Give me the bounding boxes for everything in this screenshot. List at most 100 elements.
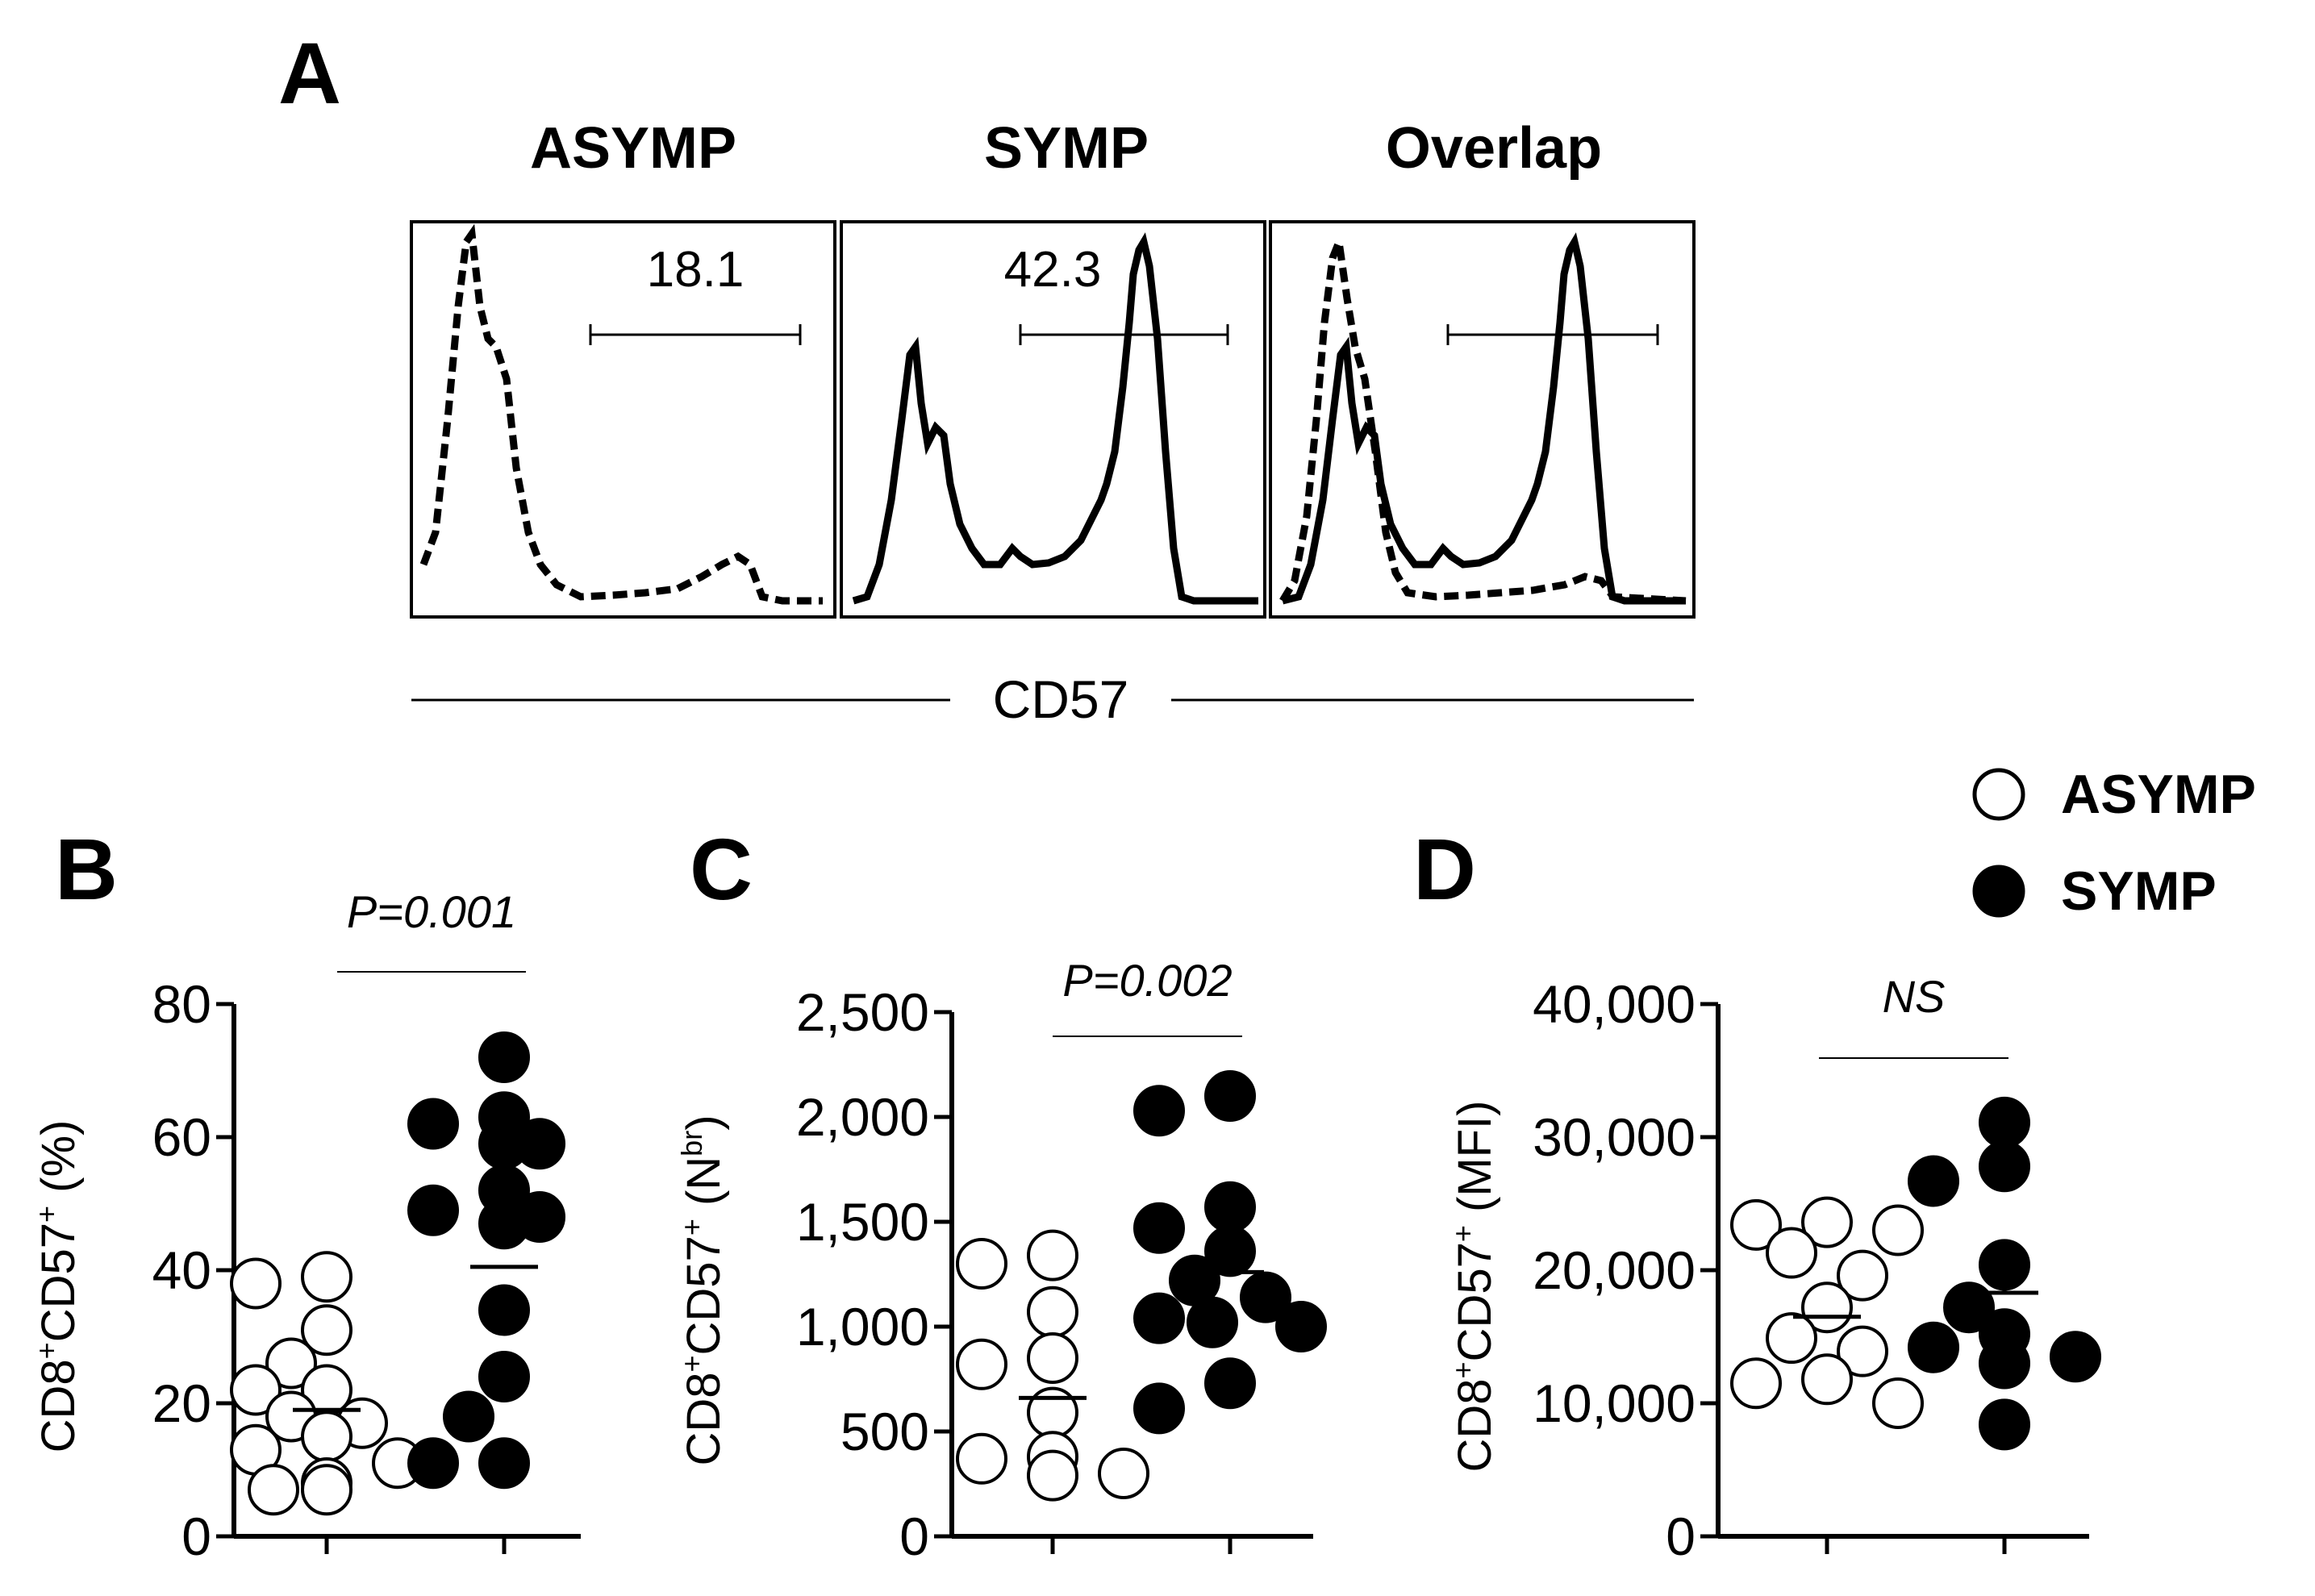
data-point-asymp (956, 1432, 1007, 1485)
histogram-overlap (1279, 227, 1687, 605)
data-point-asymp (1766, 1312, 1817, 1365)
legend: ASYMP SYMP (1972, 764, 2256, 922)
legend-label-asymp: ASYMP (2061, 764, 2256, 825)
y-tick-label: 2,500 (796, 982, 929, 1042)
data-point-asymp (265, 1337, 317, 1390)
data-point-asymp (1801, 1196, 1853, 1248)
hist-title-asymp: ASYMP (530, 116, 736, 181)
data-point-symp (478, 1437, 530, 1490)
cd57-axis-label: CD57 (993, 669, 1129, 729)
data-point-symp (478, 1198, 530, 1250)
data-point-symp (1979, 1337, 2030, 1390)
data-point-symp (1133, 1085, 1185, 1137)
y-tick-label: 0 (181, 1506, 211, 1566)
data-point-symp (1133, 1292, 1185, 1344)
panel-letter-c: C (690, 820, 753, 918)
data-point-symp (1204, 1181, 1256, 1233)
data-point-symp (1133, 1202, 1185, 1254)
data-point-asymp (230, 1257, 282, 1310)
histogram-asymp (419, 223, 823, 605)
p-value-label: NS (1883, 971, 1946, 1022)
data-point-symp (478, 1351, 530, 1402)
histogram-frame-overlap (1269, 220, 1696, 619)
data-point-asymp (1872, 1204, 1924, 1256)
histogram-frame-symp (840, 220, 1266, 619)
data-point-asymp (1027, 1386, 1078, 1439)
legend-marker-symp (1972, 865, 2025, 918)
y-axis-label: CD8+CD57+ (Nbr) (675, 1115, 730, 1465)
curve-overlap-dashed (1279, 227, 1687, 605)
data-point-asymp (301, 1411, 352, 1463)
data-point-symp (1187, 1296, 1238, 1348)
data-point-asymp (1027, 1332, 1078, 1384)
y-tick-label: 1,500 (796, 1192, 929, 1252)
y-tick-label: 20,000 (1533, 1240, 1696, 1300)
data-point-asymp (248, 1464, 299, 1516)
data-point-asymp (1730, 1357, 1782, 1410)
data-point-symp (478, 1031, 530, 1083)
data-point-symp (1908, 1155, 1959, 1207)
y-tick-label: 0 (899, 1506, 929, 1566)
data-point-symp (1204, 1070, 1256, 1122)
data-point-asymp (301, 1304, 352, 1356)
hist-title-symp: SYMP (984, 116, 1149, 181)
scatter-panel-c: C 0 500 1,000 1,500 2,000 2,500 CD8+CD57+ (Nbr)… (675, 820, 1327, 1566)
p-value-label: P=0.001 (347, 886, 516, 937)
data-point-symp (1979, 1398, 2030, 1451)
y-tick-label: 80 (152, 974, 211, 1034)
y-axis-label: CD8+CD57+ (%) (30, 1120, 85, 1453)
data-point-symp (1133, 1382, 1185, 1435)
y-tick-label: 10,000 (1533, 1373, 1696, 1433)
data-point-symp (1275, 1301, 1327, 1352)
gate-asymp (589, 324, 802, 345)
y-tick-label: 60 (152, 1107, 211, 1167)
y-tick-label: 1,000 (796, 1297, 929, 1356)
y-tick-label: 2,000 (796, 1087, 929, 1147)
data-point-symp (1979, 1096, 2030, 1148)
data-point-asymp (1730, 1198, 1782, 1251)
data-point-asymp (1027, 1286, 1078, 1338)
scatter-panel-d: D 0 10,000 20,000 30,000 40,000 CD8+CD57+ (MFI… (1413, 820, 2101, 1566)
data-point-asymp (1801, 1353, 1853, 1406)
curve-overlap-solid (1281, 232, 1686, 605)
data-point-symp (1979, 1140, 2030, 1193)
data-point-asymp (1837, 1325, 1888, 1377)
panel-letter-b: B (55, 820, 118, 918)
gate-value-asymp: 18.1 (647, 242, 745, 298)
data-point-symp (443, 1390, 494, 1443)
data-point-symp (407, 1437, 459, 1490)
data-point-symp (1240, 1271, 1291, 1323)
data-point-asymp (1027, 1229, 1078, 1281)
curve-symp-solid (852, 232, 1258, 605)
y-tick-label: 20 (152, 1373, 211, 1433)
scatter-panel-b: B 0 20 40 60 80 CD8+CD57+ (%) P=0.001 (30, 820, 581, 1566)
data-point-symp (1204, 1357, 1256, 1410)
gate-overlap (1446, 324, 1659, 345)
histogram-frame-asymp (410, 220, 836, 619)
panel-letter-a: A (278, 24, 341, 122)
hist-title-overlap: Overlap (1386, 116, 1602, 181)
y-tick-label: 40 (152, 1240, 211, 1300)
data-point-asymp (1837, 1249, 1888, 1302)
scatter-panels: B 0 20 40 60 80 CD8+CD57+ (%) P=0.001 C 0 500 1,000… (30, 820, 2101, 1566)
y-tick-label: 30,000 (1533, 1107, 1696, 1167)
data-point-asymp (1872, 1377, 1924, 1429)
curve-asymp-dashed (419, 223, 823, 605)
data-point-symp (478, 1118, 530, 1170)
legend-label-symp: SYMP (2061, 861, 2217, 922)
data-point-symp (478, 1284, 530, 1336)
y-tick-label: 0 (1666, 1506, 1696, 1566)
data-point-asymp (956, 1238, 1007, 1290)
p-value-label: P=0.002 (1062, 955, 1232, 1006)
y-tick-label: 500 (840, 1402, 929, 1461)
data-point-symp (2050, 1331, 2101, 1383)
data-point-asymp (301, 1464, 352, 1516)
data-point-symp (1908, 1321, 1959, 1373)
y-tick-label: 40,000 (1533, 974, 1696, 1034)
data-point-asymp (1027, 1449, 1078, 1502)
data-point-symp (407, 1184, 459, 1236)
panel-letter-d: D (1413, 820, 1476, 918)
legend-marker-asymp (1972, 768, 2025, 821)
gate-value-symp: 42.3 (1004, 242, 1102, 298)
